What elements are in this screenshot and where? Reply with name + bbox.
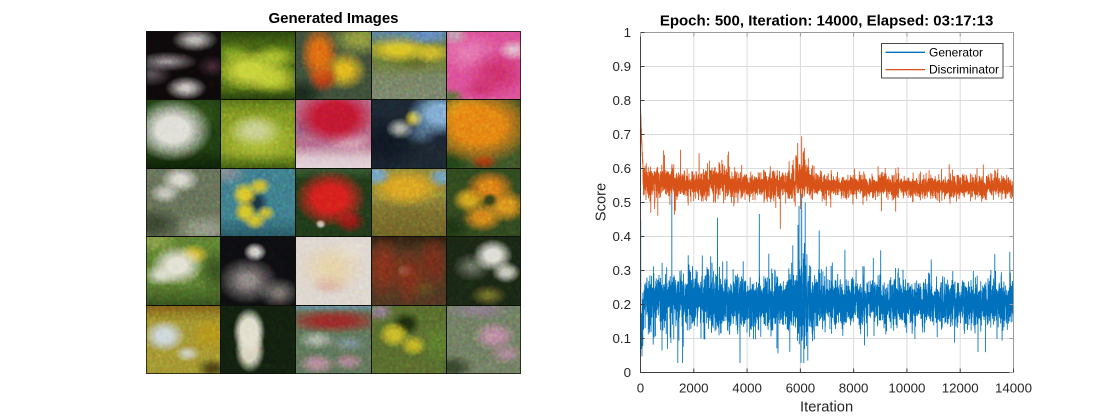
svg-text:6000: 6000 — [786, 381, 816, 396]
svg-text:0: 0 — [624, 365, 631, 380]
svg-text:Iteration: Iteration — [800, 400, 853, 416]
svg-text:0.9: 0.9 — [613, 59, 632, 74]
svg-text:Discriminator: Discriminator — [929, 63, 999, 77]
svg-text:0.7: 0.7 — [613, 127, 632, 142]
svg-text:14000: 14000 — [995, 381, 1032, 396]
svg-text:Epoch: 500, Iteration: 14000,: Epoch: 500, Iteration: 14000, Elapsed: 0… — [660, 12, 993, 29]
svg-text:0.6: 0.6 — [613, 161, 632, 176]
svg-text:10000: 10000 — [888, 381, 925, 396]
svg-text:0.1: 0.1 — [613, 331, 632, 346]
svg-text:12000: 12000 — [942, 381, 979, 396]
svg-text:8000: 8000 — [839, 381, 869, 396]
svg-text:Generator: Generator — [929, 45, 983, 59]
svg-text:0.8: 0.8 — [613, 93, 632, 108]
svg-text:0.3: 0.3 — [613, 263, 632, 278]
svg-text:2000: 2000 — [679, 381, 709, 396]
svg-text:4000: 4000 — [732, 381, 762, 396]
svg-text:0.4: 0.4 — [613, 229, 632, 244]
svg-text:0.2: 0.2 — [613, 297, 632, 312]
svg-text:0.5: 0.5 — [613, 195, 632, 210]
svg-text:0: 0 — [637, 381, 644, 396]
svg-text:Score: Score — [594, 183, 610, 221]
svg-text:1: 1 — [624, 25, 631, 40]
